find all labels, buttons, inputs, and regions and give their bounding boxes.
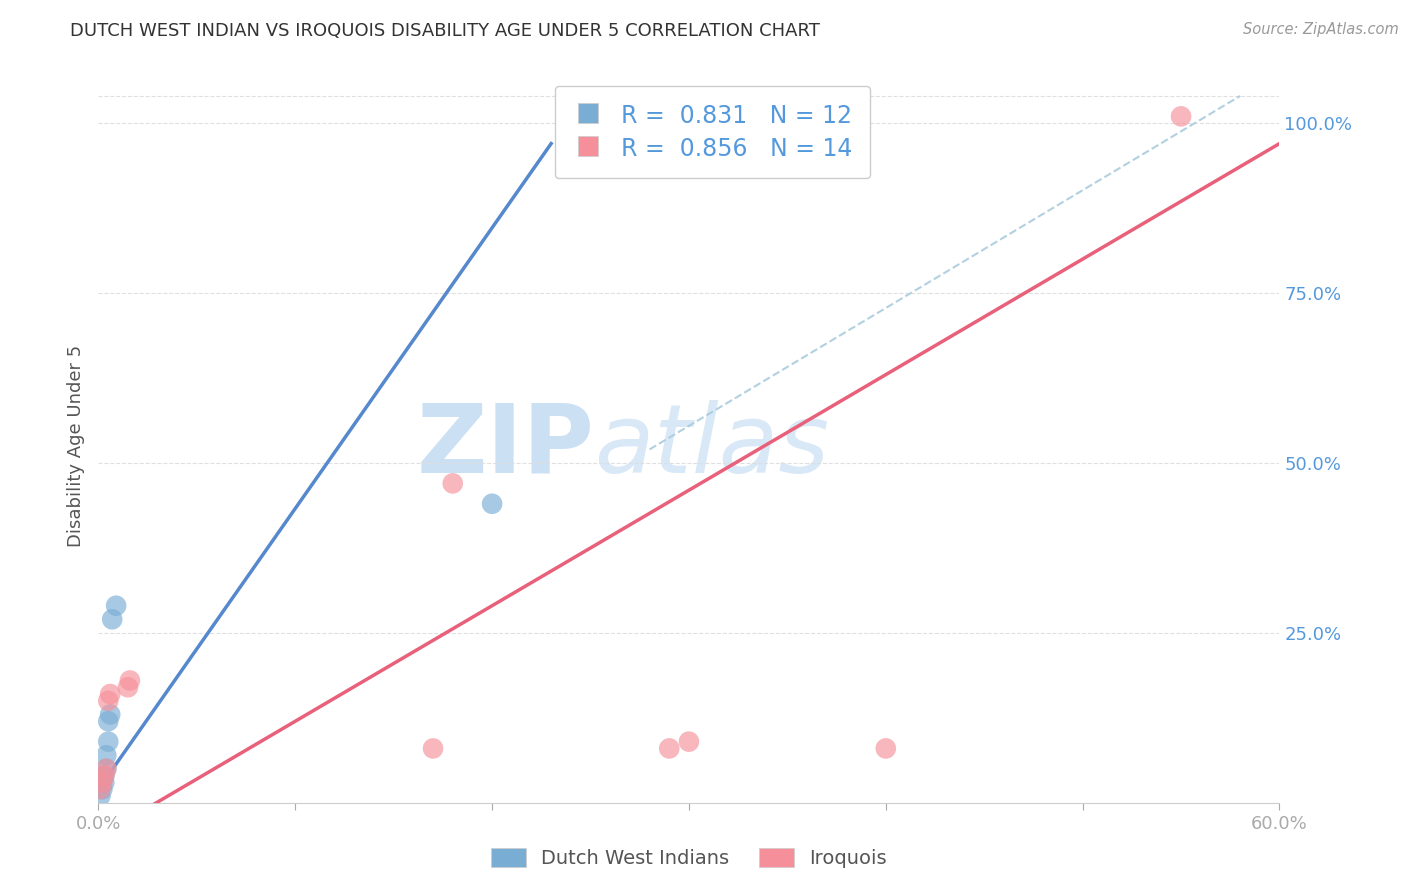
Point bbox=[91, 782, 114, 797]
Point bbox=[96, 762, 118, 776]
Point bbox=[97, 734, 120, 748]
Point bbox=[1170, 109, 1192, 123]
Point bbox=[875, 741, 897, 756]
Text: Source: ZipAtlas.com: Source: ZipAtlas.com bbox=[1243, 22, 1399, 37]
Legend: Dutch West Indians, Iroquois: Dutch West Indians, Iroquois bbox=[481, 838, 897, 878]
Point bbox=[117, 680, 139, 694]
Point bbox=[93, 769, 115, 783]
Text: ZIP: ZIP bbox=[416, 400, 595, 492]
Point bbox=[96, 748, 118, 763]
Point bbox=[678, 734, 700, 748]
Point bbox=[89, 789, 111, 803]
Text: atlas: atlas bbox=[595, 400, 830, 492]
Point bbox=[97, 694, 120, 708]
Legend: R =  0.831   N = 12, R =  0.856   N = 14: R = 0.831 N = 12, R = 0.856 N = 14 bbox=[554, 86, 870, 178]
Point bbox=[105, 599, 128, 613]
Point bbox=[101, 612, 124, 626]
Point bbox=[658, 741, 681, 756]
Text: DUTCH WEST INDIAN VS IROQUOIS DISABILITY AGE UNDER 5 CORRELATION CHART: DUTCH WEST INDIAN VS IROQUOIS DISABILITY… bbox=[70, 22, 820, 40]
Point bbox=[481, 497, 503, 511]
Point bbox=[89, 782, 111, 797]
Point bbox=[96, 762, 118, 776]
Point bbox=[93, 775, 115, 789]
Point bbox=[422, 741, 444, 756]
Point bbox=[98, 687, 121, 701]
Point bbox=[118, 673, 141, 688]
Point bbox=[93, 769, 115, 783]
Point bbox=[98, 707, 121, 722]
Y-axis label: Disability Age Under 5: Disability Age Under 5 bbox=[66, 345, 84, 547]
Point bbox=[441, 476, 464, 491]
Point bbox=[97, 714, 120, 729]
Point bbox=[91, 775, 114, 789]
